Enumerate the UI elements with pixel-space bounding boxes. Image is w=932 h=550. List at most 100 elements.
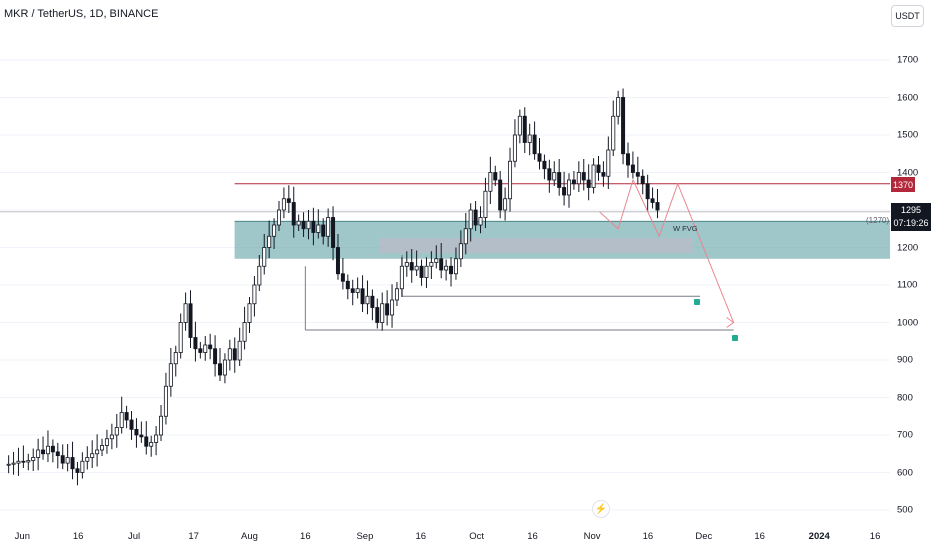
x-tick-label: 16 (754, 531, 765, 542)
currency-button[interactable]: USDT (891, 5, 924, 27)
y-tick-label: 700 (897, 429, 913, 441)
candle-body (508, 160, 513, 200)
candle-body (257, 265, 262, 286)
candle-body (414, 265, 419, 271)
candle-body (611, 115, 616, 151)
candle-body (567, 179, 572, 196)
y-tick-label: 800 (897, 392, 913, 403)
candle-body (552, 172, 557, 181)
x-tick-label: Jun (14, 531, 30, 542)
candle-body (41, 449, 46, 455)
candle-body (576, 172, 581, 185)
candle-body (655, 202, 660, 211)
candle-body (375, 307, 380, 323)
candle-body (390, 299, 395, 316)
x-tick-label: Oct (469, 531, 485, 542)
candle-body (331, 217, 336, 248)
projection-arrowhead (726, 317, 735, 328)
candle-body (606, 149, 611, 177)
candle-body (537, 153, 542, 162)
symbol-title: MKR / TetherUS, 1D, BINANCE (4, 8, 159, 20)
candle-body (90, 453, 95, 458)
candle-body (498, 179, 503, 211)
candle-body (262, 247, 267, 267)
candle-body (625, 153, 630, 166)
candle-body (542, 160, 547, 170)
candle-body (458, 243, 463, 260)
candle-body (168, 363, 173, 387)
candle-body (547, 168, 552, 181)
candle-body (444, 265, 449, 271)
candle-body (581, 172, 586, 181)
y-tick-label: 1600 (897, 92, 919, 103)
candle-body (36, 449, 41, 458)
y-tick-label: 1700 (897, 54, 919, 66)
candle-body (399, 265, 404, 290)
x-tick-label: Sep (356, 531, 374, 542)
candle-body (419, 265, 424, 278)
candle-body (247, 303, 252, 323)
candle-body (616, 97, 621, 117)
y-tick-label: 1500 (897, 129, 919, 141)
check-icon (732, 335, 738, 341)
candle-body (355, 288, 360, 293)
candle-body (213, 348, 218, 365)
y-tick-label: 600 (897, 467, 913, 478)
candle-body (630, 164, 635, 173)
candle-body (621, 97, 626, 155)
x-tick-label: 16 (642, 531, 654, 542)
candle-body (296, 220, 301, 226)
candle-body (532, 134, 537, 155)
candle-body (232, 348, 237, 361)
candle-body (178, 322, 183, 353)
candle-body (321, 224, 326, 237)
candle-body (104, 438, 109, 446)
candle-body (31, 457, 36, 461)
candle-body (50, 445, 55, 453)
candle-body (60, 455, 65, 464)
candle-body (163, 385, 168, 417)
level-price-badge: 1370 (891, 177, 915, 192)
candle-body (281, 198, 286, 211)
candle-body (80, 460, 85, 473)
x-tick-label: 2024 (808, 531, 830, 542)
candle-body (335, 247, 340, 275)
x-tick-label: Dec (695, 531, 713, 542)
candle-body (429, 262, 434, 267)
candle-body (114, 427, 119, 436)
x-tick-label: 16 (415, 531, 427, 542)
candle-body (75, 468, 80, 473)
candle-body (370, 295, 375, 308)
candle-body (434, 258, 439, 263)
candle-body (645, 183, 650, 200)
candle-body (394, 288, 399, 301)
candle-body (596, 164, 601, 173)
candle-body (478, 217, 483, 226)
candle-body (237, 340, 242, 361)
candle-body (193, 337, 198, 350)
candle-body (557, 172, 562, 188)
bolt-icon[interactable]: ⚡ (592, 500, 610, 518)
candle-body (218, 363, 223, 376)
candle-body (439, 258, 444, 271)
candle-body (527, 134, 532, 143)
candle-body (345, 280, 350, 290)
candle-body (512, 134, 517, 162)
candle-body (301, 220, 306, 230)
current-price: 1295 (900, 205, 922, 215)
x-tick-label: 16 (300, 531, 311, 542)
fvg-inner-box (379, 238, 693, 254)
candle-body (21, 460, 26, 463)
y-tick-label: 1100 (897, 279, 918, 291)
candle-body (586, 179, 591, 188)
fvg-label: W FVG (673, 224, 698, 233)
candle-body (640, 175, 645, 185)
x-tick-label: 17 (188, 531, 199, 542)
reference-price-label: (1270) (866, 216, 890, 225)
candle-body (154, 434, 159, 443)
check-icon (694, 299, 700, 305)
x-tick-label: Jul (127, 531, 141, 542)
candle-body (473, 209, 478, 226)
candle-body (272, 224, 277, 237)
